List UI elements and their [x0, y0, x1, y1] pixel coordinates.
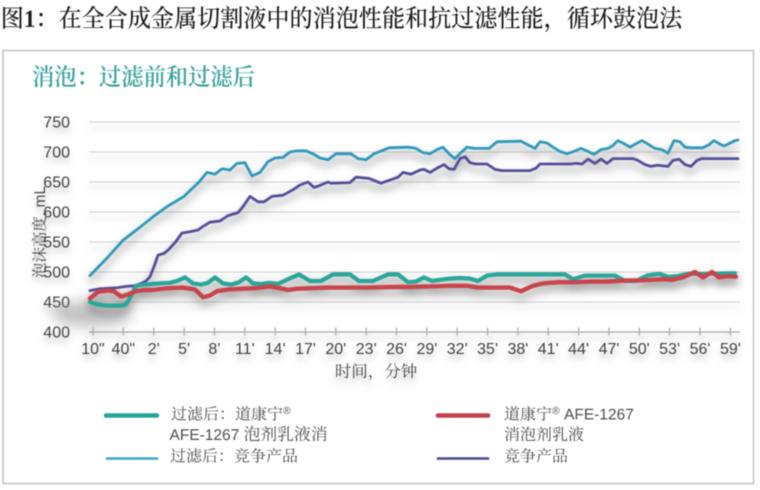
svg-text:23': 23' — [356, 341, 377, 358]
svg-text:40": 40" — [112, 341, 135, 358]
svg-text:2': 2' — [148, 341, 160, 358]
svg-text:400: 400 — [43, 325, 70, 342]
svg-text:14': 14' — [265, 341, 286, 358]
svg-text:44': 44' — [568, 341, 589, 358]
svg-text:56': 56' — [690, 341, 711, 358]
svg-text:32': 32' — [447, 341, 468, 358]
svg-text:500: 500 — [43, 265, 70, 282]
svg-text:17': 17' — [295, 341, 316, 358]
svg-text:650: 650 — [43, 175, 70, 192]
svg-text:50': 50' — [629, 341, 650, 358]
svg-text:11': 11' — [235, 341, 255, 358]
svg-text:26': 26' — [386, 341, 407, 358]
svg-text:53': 53' — [659, 341, 680, 358]
svg-text:550: 550 — [43, 235, 70, 252]
svg-text:38': 38' — [507, 341, 528, 358]
svg-text:10": 10" — [81, 341, 104, 358]
svg-text:41': 41' — [538, 341, 559, 358]
svg-text:750: 750 — [43, 115, 70, 132]
svg-text:600: 600 — [43, 205, 70, 222]
svg-text:47': 47' — [599, 341, 620, 358]
svg-text:29': 29' — [416, 341, 437, 358]
svg-text:59': 59' — [720, 341, 741, 358]
svg-text:700: 700 — [43, 145, 70, 162]
svg-text:8': 8' — [208, 341, 220, 358]
svg-text:20': 20' — [325, 341, 346, 358]
svg-text:35': 35' — [477, 341, 498, 358]
svg-text:5': 5' — [178, 341, 190, 358]
